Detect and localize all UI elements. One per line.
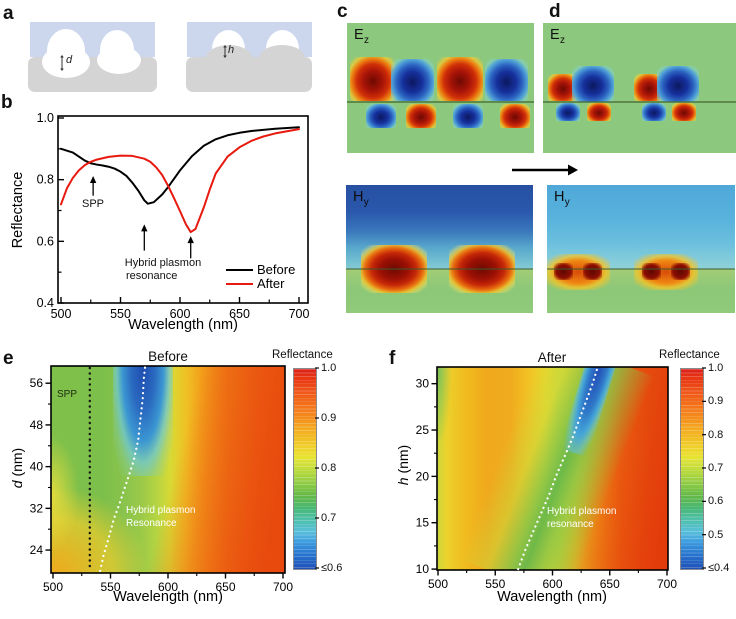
- tick-label: 500: [428, 577, 448, 591]
- transition-arrow-head: [568, 164, 578, 176]
- tick-label: 32: [30, 501, 44, 515]
- legend-label-before: Before: [257, 262, 296, 277]
- tick-label: 0.8: [37, 173, 54, 187]
- colorbar-before: [293, 368, 317, 570]
- colorbar-tick-label: 0.6: [708, 495, 724, 508]
- tick-label: 56: [30, 376, 44, 390]
- tick-label: 30: [416, 377, 430, 391]
- tick-label: 700: [273, 580, 293, 594]
- tick-label: 10: [416, 562, 430, 576]
- panel-e-y-axis-label: d (nm): [9, 447, 25, 489]
- panel-f-x-axis-label: Wavelength (nm): [497, 589, 607, 605]
- hy-field-map-before: Hy: [346, 185, 533, 313]
- tick-label: 0.4: [37, 296, 54, 310]
- height-h-label: h: [228, 44, 235, 56]
- tick-label: 25: [416, 423, 430, 437]
- reflectance-map-before: [51, 366, 285, 573]
- spp-line-label: SPP: [57, 389, 78, 400]
- tick-label: 40: [30, 460, 44, 474]
- tick-label: 20: [416, 469, 430, 483]
- colorbar-tick-label: 0.7: [708, 462, 724, 474]
- panel-f-title: After: [537, 350, 567, 365]
- tick-label: 0.6: [37, 234, 54, 248]
- ez-label: Ez: [550, 27, 566, 46]
- colorbar-after-title: Reflectance: [659, 349, 720, 361]
- hy-field-map-after: Hy: [547, 185, 735, 313]
- colorbar-tick-label: 1.0: [321, 362, 337, 374]
- panel-e-letter: e: [3, 348, 14, 369]
- tick-label: 24: [30, 543, 44, 557]
- curve-before: [60, 126, 300, 205]
- panel-b-y-axis-label: Reflectance: [10, 171, 26, 249]
- colorbar-tick-label: ≤0.4: [708, 562, 730, 574]
- spp-annotation: SPP: [81, 198, 104, 210]
- colorbar-tick-label: 0.9: [321, 412, 337, 424]
- panel-e-x-axis-label: Wavelength (nm): [113, 589, 223, 605]
- panel-b-letter: b: [1, 92, 13, 113]
- tick-label: 500: [43, 580, 63, 594]
- panel-f-letter: f: [389, 348, 396, 369]
- tick-label: 1.0: [37, 111, 54, 125]
- spp-arrow-head: [89, 175, 97, 183]
- curve-after: [60, 128, 300, 234]
- gap-d-label: d: [66, 54, 73, 66]
- legend-label-after: After: [257, 276, 285, 291]
- panel-e-title: Before: [148, 349, 188, 364]
- hybrid-arrow-1-head: [141, 224, 148, 232]
- legend-swatch-after: [226, 283, 253, 286]
- colorbar-tick-label: ≤0.6: [321, 562, 343, 574]
- tick-label: 500: [51, 307, 72, 321]
- ez-field-map-before: Ez: [347, 23, 534, 153]
- hybrid-resonance-label-before: Hybrid plasmon Resonance: [126, 505, 196, 529]
- colorbar-after: [680, 368, 704, 570]
- hybrid-resonance-label-after: Hybrid plasmon resonance: [547, 506, 617, 530]
- hybrid-arrow-2-head: [187, 236, 194, 244]
- panel-b-x-axis-label: Wavelength (nm): [128, 317, 238, 333]
- ez-field-map-after: Ez: [543, 23, 736, 153]
- legend-swatch-before: [226, 269, 253, 272]
- colorbar-tick-label: 1.0: [708, 362, 724, 374]
- panel-f-y-axis-label: h (nm): [395, 444, 411, 486]
- tick-label: 700: [657, 577, 677, 591]
- colorbar-tick-label: 0.8: [708, 428, 724, 441]
- hybrid-resonance-annotation: Hybrid plasmon resonance: [124, 257, 202, 283]
- colorbar-tick-label: 0.5: [708, 528, 724, 541]
- hy-label: Hy: [353, 189, 370, 208]
- colorbar-tick-label: 0.8: [321, 462, 337, 474]
- nanosphere-shape: [47, 29, 85, 73]
- panel-d-letter: d: [549, 1, 561, 22]
- panel-a-letter: a: [3, 3, 14, 24]
- colorbar-tick-label: 0.7: [321, 512, 337, 524]
- nanosphere-shape: [100, 30, 134, 70]
- tick-label: 700: [289, 307, 310, 321]
- tick-label: 15: [416, 516, 430, 530]
- substrate-shape: [186, 57, 312, 92]
- panel-c-letter: c: [337, 1, 348, 22]
- tick-label: 48: [30, 418, 44, 432]
- hy-label: Hy: [554, 189, 571, 208]
- colorbar-before-title: Reflectance: [272, 349, 333, 361]
- reflectance-map-after: [437, 367, 668, 570]
- ez-label: Ez: [354, 27, 370, 46]
- colorbar-tick-label: 0.9: [708, 395, 724, 408]
